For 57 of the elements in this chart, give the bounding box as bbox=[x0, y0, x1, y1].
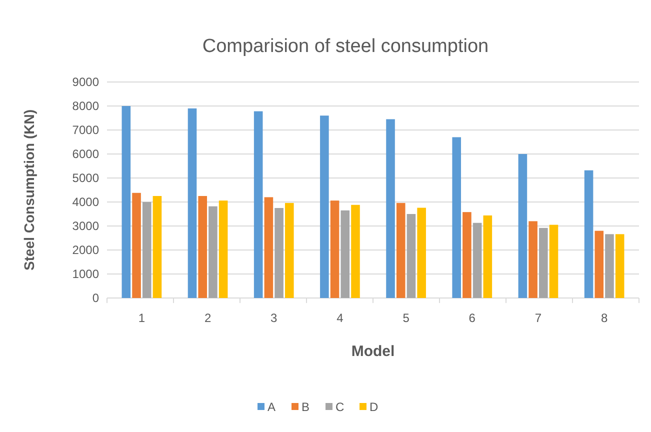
legend-label: C bbox=[336, 400, 344, 414]
y-tick-label: 1000 bbox=[72, 267, 100, 282]
y-tick-label: 0 bbox=[92, 291, 100, 306]
bar bbox=[452, 137, 462, 298]
y-tick-label: 9000 bbox=[72, 75, 100, 90]
bar bbox=[615, 234, 624, 298]
bar bbox=[406, 214, 416, 298]
y-tick-label: 3000 bbox=[72, 219, 100, 234]
x-tick-label: 2 bbox=[204, 311, 212, 325]
y-tick-label: 5000 bbox=[72, 171, 100, 186]
bar bbox=[218, 200, 228, 298]
x-tick-label: 3 bbox=[270, 311, 278, 325]
x-axis-title: Model bbox=[351, 343, 395, 360]
bar bbox=[483, 215, 492, 298]
y-tick-label: 6000 bbox=[72, 147, 100, 162]
x-tick-label: 6 bbox=[468, 311, 476, 325]
bar bbox=[198, 196, 208, 298]
bar bbox=[122, 106, 131, 298]
x-tick-label: 1 bbox=[138, 311, 146, 325]
bar bbox=[396, 202, 406, 298]
bar bbox=[605, 234, 614, 298]
bar bbox=[351, 204, 360, 298]
bar bbox=[417, 208, 426, 298]
bar bbox=[142, 202, 152, 298]
bar bbox=[284, 202, 294, 298]
bar bbox=[188, 108, 197, 298]
y-tick-label: 2000 bbox=[72, 243, 100, 258]
bar bbox=[330, 200, 340, 298]
bar bbox=[254, 111, 263, 298]
x-tick-label: 5 bbox=[402, 311, 410, 325]
bar bbox=[472, 222, 482, 298]
legend-label: D bbox=[370, 400, 378, 414]
bar bbox=[264, 197, 274, 298]
bar bbox=[274, 208, 284, 298]
y-tick-label: 4000 bbox=[72, 195, 100, 210]
legend-label: A bbox=[268, 400, 276, 414]
legend-label: B bbox=[302, 400, 310, 414]
y-tick-label: 8000 bbox=[72, 99, 100, 114]
bar bbox=[340, 210, 350, 298]
bar bbox=[320, 116, 329, 298]
bar bbox=[386, 119, 395, 298]
y-tick-label: 7000 bbox=[72, 123, 100, 138]
bar bbox=[538, 228, 548, 298]
bar bbox=[549, 224, 558, 298]
x-tick-label: 4 bbox=[336, 311, 344, 325]
chart-title: Comparision of steel consumption bbox=[202, 36, 489, 57]
y-axis-title: Steel Consumption (KN) bbox=[21, 110, 37, 270]
bar bbox=[462, 212, 472, 298]
x-tick-label: 7 bbox=[534, 311, 542, 325]
x-tick-label: 8 bbox=[600, 311, 608, 325]
bar bbox=[584, 170, 594, 298]
bar bbox=[208, 206, 218, 298]
bar bbox=[152, 196, 162, 298]
bar bbox=[132, 192, 141, 298]
bar bbox=[594, 230, 604, 298]
bar bbox=[528, 221, 538, 298]
bar bbox=[518, 154, 528, 298]
